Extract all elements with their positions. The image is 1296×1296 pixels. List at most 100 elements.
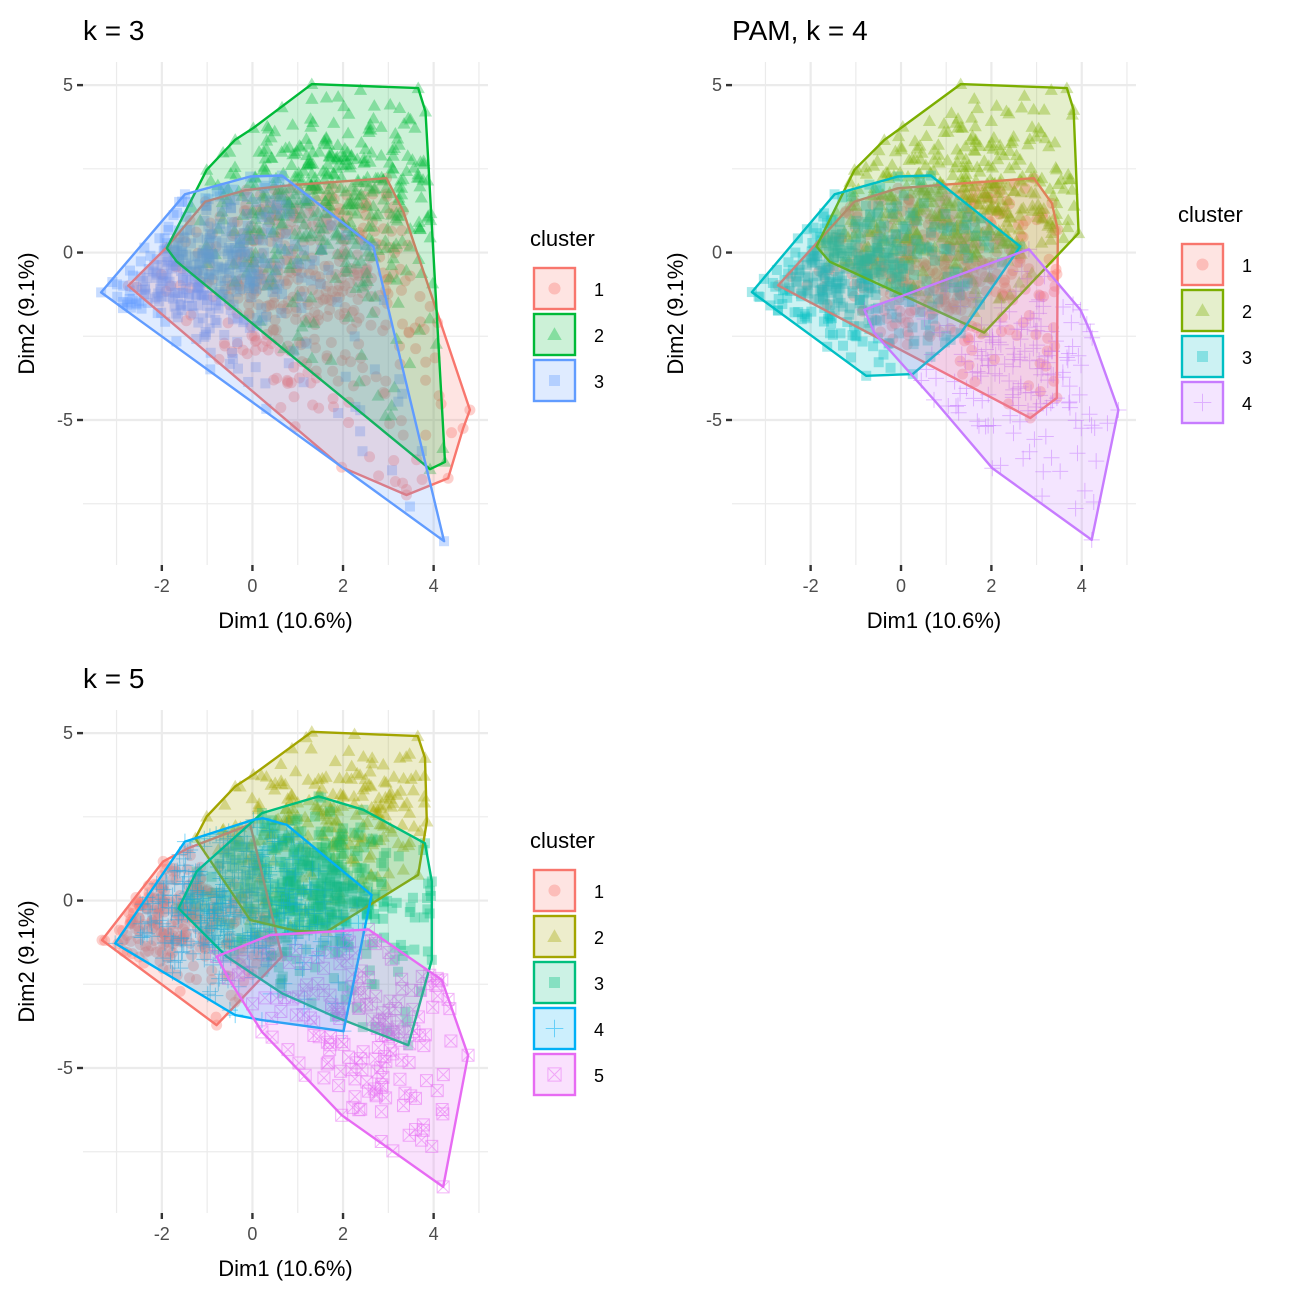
data-point [280, 206, 294, 218]
data-point [992, 457, 1009, 474]
legend-item-2: 2 [1180, 288, 1252, 333]
data-point [253, 224, 267, 237]
data-point [269, 291, 281, 303]
data-point [362, 121, 376, 134]
data-point [219, 329, 230, 340]
data-point [203, 221, 214, 232]
data-point [944, 214, 956, 226]
data-point [876, 169, 890, 182]
data-point [299, 227, 313, 240]
data-point [361, 289, 375, 302]
data-point [950, 155, 965, 168]
data-point [806, 246, 817, 257]
data-point [204, 237, 215, 248]
data-point [890, 231, 905, 244]
data-point [333, 203, 345, 215]
data-point [384, 242, 396, 254]
data-point [205, 269, 216, 280]
data-point [910, 235, 921, 246]
data-point [1004, 136, 1018, 149]
data-point [318, 194, 332, 207]
data-point [1015, 100, 1029, 113]
data-point [1001, 179, 1015, 191]
data-point [1043, 182, 1057, 194]
data-point [271, 247, 285, 260]
data-point [909, 335, 920, 346]
data-point [866, 282, 877, 293]
data-point [969, 216, 981, 228]
data-point [327, 393, 339, 405]
data-point [929, 320, 941, 332]
data-point [819, 294, 830, 305]
data-point [245, 220, 257, 232]
data-point [894, 295, 905, 306]
data-point [968, 179, 982, 192]
data-point [806, 306, 817, 317]
data-point [924, 325, 935, 336]
data-point [238, 240, 249, 251]
data-point [256, 251, 271, 264]
data-point [866, 314, 877, 325]
plot-background [83, 62, 488, 565]
data-point [985, 273, 997, 285]
data-point [365, 219, 379, 232]
data-point [292, 211, 307, 224]
data-point [953, 250, 965, 262]
data-point [1032, 318, 1049, 335]
data-point [827, 232, 838, 243]
data-point [250, 264, 262, 276]
data-point [161, 238, 172, 249]
data-point [1029, 322, 1046, 339]
data-point [227, 217, 238, 228]
data-point [926, 163, 940, 176]
data-point [1001, 195, 1013, 207]
data-point [1029, 360, 1046, 377]
data-point [293, 372, 305, 384]
data-point [300, 158, 314, 171]
data-point [178, 920, 190, 932]
data-point [184, 282, 196, 294]
data-point [844, 245, 855, 256]
data-point [902, 290, 913, 301]
data-point [385, 161, 399, 173]
data-point [832, 243, 843, 254]
data-point [827, 329, 838, 340]
data-point [176, 240, 187, 251]
data-point [1031, 291, 1048, 308]
data-point [261, 207, 272, 218]
legend-item-1: 1 [1180, 242, 1252, 287]
data-point [991, 152, 1005, 165]
data-point [881, 166, 895, 179]
data-point [259, 142, 273, 154]
data-point [968, 185, 980, 197]
data-point [124, 285, 135, 296]
data-point [868, 255, 880, 267]
data-point [988, 176, 1002, 189]
data-point [1061, 378, 1078, 395]
data-point [963, 230, 975, 242]
data-point [269, 187, 283, 200]
data-point [321, 350, 333, 362]
data-point [417, 154, 431, 166]
data-point [290, 301, 302, 313]
data-point [950, 263, 962, 275]
data-point [220, 263, 231, 274]
data-point [221, 274, 233, 286]
data-point [993, 291, 1007, 303]
data-point [257, 264, 269, 276]
data-point [953, 281, 964, 292]
data-point [207, 249, 218, 260]
data-point [304, 259, 315, 270]
data-point [235, 284, 246, 295]
data-point [937, 219, 949, 231]
data-point [345, 194, 359, 206]
plot-background [83, 710, 488, 1213]
data-point [847, 215, 861, 227]
data-point [808, 245, 819, 256]
data-point [291, 264, 303, 276]
data-point [360, 200, 372, 212]
data-point [201, 204, 212, 215]
data-point [801, 279, 813, 291]
